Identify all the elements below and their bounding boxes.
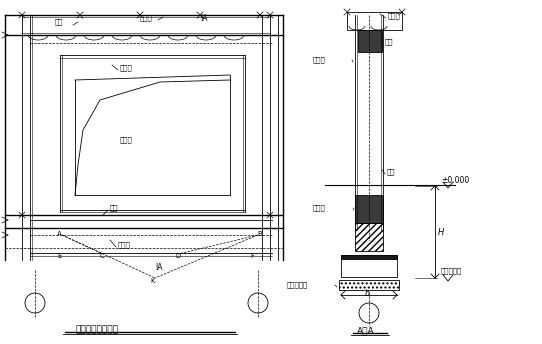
Bar	[341, 255, 397, 277]
Text: K: K	[150, 278, 154, 284]
Bar	[347, 12, 402, 30]
Text: 地梁: 地梁	[110, 205, 119, 211]
Text: C: C	[100, 253, 105, 259]
Text: D: D	[175, 253, 180, 259]
Text: F: F	[250, 253, 254, 259]
Text: ⅠA: ⅠA	[155, 264, 163, 272]
Text: H: H	[438, 227, 444, 237]
Text: b: b	[365, 289, 370, 298]
Text: B: B	[257, 231, 262, 237]
Text: ⅠA: ⅠA	[200, 13, 208, 22]
Text: 圈梁: 圈梁	[385, 39, 393, 45]
Text: 基基底标高: 基基底标高	[441, 268, 462, 274]
Text: 图一、门框架布置: 图一、门框架布置	[75, 325, 118, 334]
Text: 门框柱: 门框柱	[120, 137, 133, 143]
Text: 圈梁: 圈梁	[55, 19, 63, 25]
Text: 空心板: 空心板	[140, 15, 153, 21]
Text: 门框梁: 门框梁	[313, 57, 326, 63]
Text: 墙梁: 墙梁	[387, 169, 396, 175]
Text: 地圈梁: 地圈梁	[118, 242, 131, 248]
Text: 混凝土垫层: 混凝土垫层	[287, 282, 308, 288]
Text: A: A	[57, 231, 62, 237]
Bar	[355, 223, 383, 251]
Bar	[355, 195, 383, 223]
Text: 地圈梁: 地圈梁	[313, 205, 326, 211]
Bar	[341, 255, 397, 259]
Text: E: E	[57, 253, 61, 259]
Bar	[339, 280, 399, 290]
Text: 门框梁: 门框梁	[120, 65, 133, 71]
Text: 空心板: 空心板	[388, 13, 401, 19]
Text: A－A: A－A	[357, 326, 375, 335]
Text: ±0.000: ±0.000	[441, 175, 469, 184]
Bar	[358, 30, 382, 52]
